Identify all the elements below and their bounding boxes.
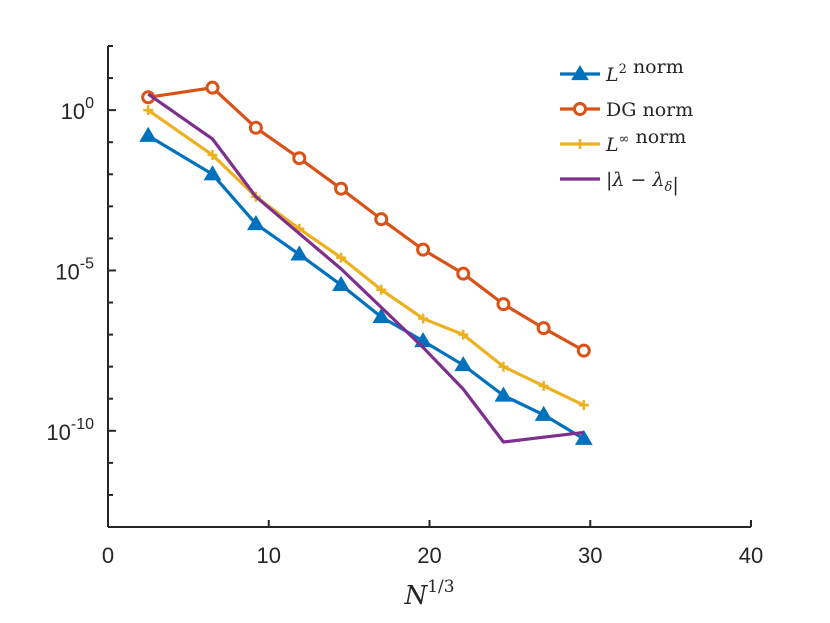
data-point-linf: [538, 380, 549, 391]
data-point-l2: [494, 386, 513, 402]
legend-marker-dg: [573, 102, 587, 116]
legend-label-dg: DG norm: [606, 99, 693, 121]
series-line-dg: [147, 86, 585, 353]
x-tick-label: 30: [578, 543, 602, 568]
series-dg: [141, 80, 591, 358]
data-point-dg: [536, 321, 551, 336]
data-point-l2: [534, 405, 553, 421]
data-point-dg: [334, 181, 349, 196]
data-point-linf: [578, 400, 589, 411]
data-point-dg: [416, 242, 431, 257]
data-point-l2: [454, 356, 473, 372]
series-line-l2: [147, 134, 585, 441]
legend-entry-lambda: |λ − λδ|: [560, 169, 679, 196]
data-point-l2: [414, 332, 432, 348]
legend-entry-linf: L∞ norm: [560, 126, 686, 156]
data-point-linf: [376, 284, 387, 295]
data-point-linf: [207, 150, 218, 161]
series-linf: [143, 105, 589, 411]
data-point-linf: [458, 329, 469, 340]
data-point-dg: [205, 80, 220, 95]
y-tick-label: 100: [61, 95, 94, 124]
legend-label-linf: L∞ norm: [605, 126, 686, 156]
legend: L2 norm DG norm L∞ norm |λ − λδ|: [560, 56, 693, 196]
x-tick-label: 0: [102, 543, 114, 568]
x-tick-label: 20: [417, 543, 441, 568]
data-point-linf: [336, 252, 347, 263]
data-point-l2: [574, 429, 593, 445]
data-point-dg: [374, 212, 389, 227]
x-tick-label: 40: [739, 543, 763, 568]
data-point-linf: [143, 105, 154, 116]
data-point-linf: [498, 361, 509, 372]
legend-label-l2: L2 norm: [605, 56, 684, 86]
data-point-linf: [418, 313, 429, 324]
data-point-dg: [576, 343, 591, 358]
data-point-dg: [456, 266, 471, 281]
series-lambda: [147, 92, 585, 444]
plot-area: [139, 80, 593, 445]
x-axis-label: N1/3: [403, 577, 454, 611]
data-point-l2: [332, 275, 350, 291]
legend-entry-dg: DG norm: [560, 99, 693, 121]
data-point-l2: [247, 214, 265, 231]
data-point-l2: [372, 307, 391, 324]
axes: 0 10 20 30 40 100 10-5 10-10 N1/3: [46, 45, 763, 611]
data-point-dg: [248, 120, 263, 135]
data-point-l2: [290, 245, 309, 261]
data-point-l2: [203, 165, 222, 181]
data-point-l2: [139, 126, 158, 142]
legend-label-lambda: |λ − λδ|: [606, 169, 679, 196]
data-point-dg: [292, 151, 307, 166]
x-tick-label: 10: [257, 543, 281, 568]
series-l2: [139, 126, 593, 445]
legend-marker-linf: [575, 139, 585, 149]
series-line-lambda: [147, 92, 585, 444]
legend-marker-l2: [571, 65, 589, 81]
data-point-dg: [496, 297, 511, 312]
y-tick-label: 10-10: [46, 416, 94, 445]
legend-entry-l2: L2 norm: [560, 56, 684, 86]
y-tick-label: 10-5: [55, 255, 94, 284]
